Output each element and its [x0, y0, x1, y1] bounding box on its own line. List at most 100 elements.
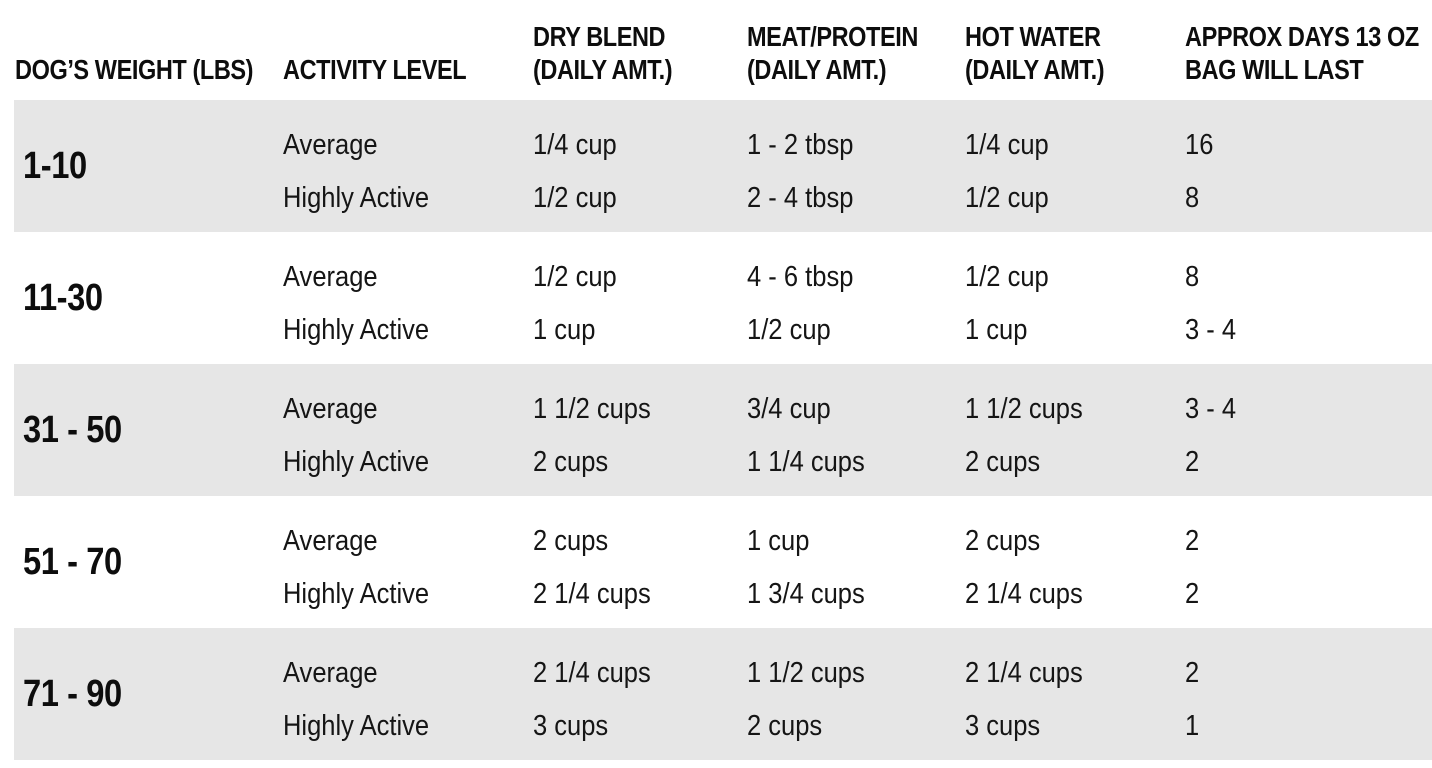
- header-activity-level-line2: ACTIVITY LEVEL: [283, 54, 467, 85]
- dry-blend-value: 2 cups: [533, 524, 609, 557]
- dry-blend-cell: 1/2 cup 1 cup: [533, 257, 747, 350]
- hot-water-value: 1/4 cup: [965, 128, 1049, 161]
- activity-level-value: Highly Active: [283, 181, 430, 214]
- days-cell: 16 8: [1185, 125, 1432, 218]
- hot-water-value: 2 1/4 cups: [965, 577, 1083, 610]
- meat-protein-value: 1/2 cup: [747, 313, 831, 346]
- header-dogs-weight: DOG’S WEIGHT (LBS): [14, 53, 283, 86]
- header-hot-water: HOT WATER (DAILY AMT.): [965, 20, 1185, 86]
- header-hot-water-line1: HOT WATER: [965, 21, 1101, 52]
- meat-protein-value: 2 - 4 tbsp: [747, 181, 854, 214]
- meat-protein-value: 4 - 6 tbsp: [747, 260, 854, 293]
- meat-protein-cell: 3/4 cup 1 1/4 cups: [747, 389, 965, 482]
- days-cell: 8 3 - 4: [1185, 257, 1432, 350]
- table-row: 31 - 50 Average Highly Active 1 1/2 cups…: [14, 364, 1432, 496]
- dry-blend-value: 1 cup: [533, 313, 596, 346]
- dry-blend-value: 1/2 cup: [533, 260, 617, 293]
- meat-protein-value: 1 1/4 cups: [747, 445, 865, 478]
- hot-water-value: 1 1/2 cups: [965, 392, 1083, 425]
- header-dry-blend-line1: DRY BLEND: [533, 21, 666, 52]
- days-value: 8: [1185, 181, 1200, 214]
- days-cell: 2 1: [1185, 653, 1432, 746]
- hot-water-value: 3 cups: [965, 709, 1041, 742]
- header-approx-days: APPROX DAYS 13 OZ BAG WILL LAST: [1185, 20, 1432, 86]
- header-dry-blend-line2: (DAILY AMT.): [533, 54, 673, 85]
- activity-level-value: Average: [283, 260, 378, 293]
- hot-water-value: 2 1/4 cups: [965, 656, 1083, 689]
- dry-blend-cell: 1 1/2 cups 2 cups: [533, 389, 747, 482]
- activity-level-value: Highly Active: [283, 445, 430, 478]
- activity-level-cell: Average Highly Active: [283, 125, 533, 218]
- days-value: 3 - 4: [1185, 313, 1237, 346]
- table-header-row: DOG’S WEIGHT (LBS) ACTIVITY LEVEL DRY BL…: [14, 0, 1432, 100]
- days-value: 8: [1185, 260, 1200, 293]
- meat-protein-cell: 1 cup 1 3/4 cups: [747, 521, 965, 614]
- header-dogs-weight-line2: DOG’S WEIGHT (LBS): [15, 54, 254, 85]
- activity-level-value: Highly Active: [283, 313, 430, 346]
- dry-blend-value: 1/4 cup: [533, 128, 617, 161]
- weight-range: 71 - 90: [23, 672, 122, 715]
- hot-water-value: 1/2 cup: [965, 260, 1049, 293]
- days-value: 1: [1185, 709, 1200, 742]
- dry-blend-value: 2 1/4 cups: [533, 577, 651, 610]
- hot-water-value: 2 cups: [965, 524, 1041, 557]
- activity-level-value: Highly Active: [283, 577, 430, 610]
- weight-range: 51 - 70: [23, 540, 122, 583]
- weight-range: 1-10: [23, 144, 87, 187]
- table-row: 71 - 90 Average Highly Active 2 1/4 cups…: [14, 628, 1432, 760]
- hot-water-cell: 2 cups 2 1/4 cups: [965, 521, 1185, 614]
- dry-blend-value: 3 cups: [533, 709, 609, 742]
- hot-water-value: 1/2 cup: [965, 181, 1049, 214]
- days-cell: 2 2: [1185, 521, 1432, 614]
- activity-level-cell: Average Highly Active: [283, 389, 533, 482]
- days-value: 16: [1185, 128, 1214, 161]
- days-value: 2: [1185, 656, 1200, 689]
- hot-water-value: 1 cup: [965, 313, 1028, 346]
- meat-protein-cell: 1 1/2 cups 2 cups: [747, 653, 965, 746]
- activity-level-value: Average: [283, 128, 378, 161]
- meat-protein-cell: 1 - 2 tbsp 2 - 4 tbsp: [747, 125, 965, 218]
- weight-range-cell: 71 - 90: [14, 673, 283, 716]
- meat-protein-value: 1 1/2 cups: [747, 656, 865, 689]
- weight-range-cell: 51 - 70: [14, 541, 283, 584]
- table-row: 11-30 Average Highly Active 1/2 cup 1 cu…: [14, 232, 1432, 364]
- meat-protein-value: 3/4 cup: [747, 392, 831, 425]
- days-value: 3 - 4: [1185, 392, 1237, 425]
- header-approx-days-line1: APPROX DAYS 13 OZ: [1185, 21, 1419, 52]
- days-value: 2: [1185, 577, 1200, 610]
- hot-water-value: 2 cups: [965, 445, 1041, 478]
- hot-water-cell: 1/2 cup 1 cup: [965, 257, 1185, 350]
- activity-level-cell: Average Highly Active: [283, 257, 533, 350]
- days-value: 2: [1185, 524, 1200, 557]
- activity-level-value: Average: [283, 656, 378, 689]
- header-activity-level: ACTIVITY LEVEL: [283, 53, 533, 86]
- dry-blend-cell: 2 1/4 cups 3 cups: [533, 653, 747, 746]
- hot-water-cell: 2 1/4 cups 3 cups: [965, 653, 1185, 746]
- weight-range: 11-30: [23, 276, 103, 319]
- dry-blend-value: 1 1/2 cups: [533, 392, 651, 425]
- hot-water-cell: 1 1/2 cups 2 cups: [965, 389, 1185, 482]
- table-row: 51 - 70 Average Highly Active 2 cups 2 1…: [14, 496, 1432, 628]
- dry-blend-cell: 2 cups 2 1/4 cups: [533, 521, 747, 614]
- meat-protein-value: 1 3/4 cups: [747, 577, 865, 610]
- header-hot-water-line2: (DAILY AMT.): [965, 54, 1105, 85]
- dry-blend-cell: 1/4 cup 1/2 cup: [533, 125, 747, 218]
- weight-range-cell: 31 - 50: [14, 409, 283, 452]
- header-dry-blend: DRY BLEND (DAILY AMT.): [533, 20, 747, 86]
- header-approx-days-line2: BAG WILL LAST: [1185, 54, 1364, 85]
- table-row: 1-10 Average Highly Active 1/4 cup 1/2 c…: [14, 100, 1432, 232]
- dry-blend-value: 2 1/4 cups: [533, 656, 651, 689]
- weight-range: 31 - 50: [23, 408, 122, 451]
- dry-blend-value: 2 cups: [533, 445, 609, 478]
- header-meat-protein-line2: (DAILY AMT.): [747, 54, 887, 85]
- header-meat-protein-line1: MEAT/PROTEIN: [747, 21, 918, 52]
- header-meat-protein: MEAT/PROTEIN (DAILY AMT.): [747, 20, 965, 86]
- days-cell: 3 - 4 2: [1185, 389, 1432, 482]
- weight-range-cell: 1-10: [14, 145, 283, 188]
- activity-level-value: Average: [283, 392, 378, 425]
- dry-blend-value: 1/2 cup: [533, 181, 617, 214]
- meat-protein-value: 1 - 2 tbsp: [747, 128, 854, 161]
- meat-protein-value: 2 cups: [747, 709, 823, 742]
- activity-level-value: Highly Active: [283, 709, 430, 742]
